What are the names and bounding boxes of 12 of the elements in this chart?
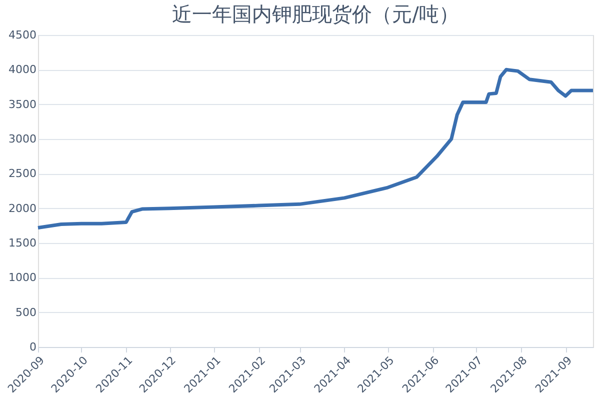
y-tick-label: 3000 <box>8 132 36 146</box>
y-tick-label: 4500 <box>8 28 36 42</box>
y-tick-label: 1500 <box>8 236 36 250</box>
y-tick-label: 3500 <box>8 98 36 111</box>
y-tick-label: 500 <box>16 306 36 319</box>
y-tick-label: 4000 <box>8 63 36 76</box>
chart-title: 近一年国内钾肥现货价（元/吨） <box>172 2 459 26</box>
y-tick-label: 1000 <box>8 271 36 284</box>
line-series <box>36 68 595 230</box>
y-tick-label: 2500 <box>8 167 36 180</box>
y-tick-label: 2000 <box>8 202 36 215</box>
y-tick-label: 0 <box>30 340 36 354</box>
